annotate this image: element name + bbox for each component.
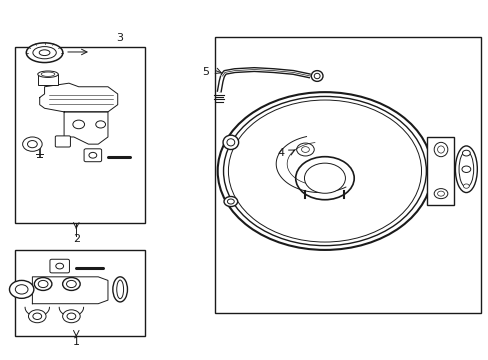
Circle shape	[301, 147, 309, 152]
Circle shape	[28, 310, 46, 323]
Circle shape	[15, 285, 28, 294]
Ellipse shape	[113, 277, 127, 302]
Circle shape	[89, 152, 97, 158]
Circle shape	[56, 263, 63, 269]
Polygon shape	[32, 277, 108, 304]
Ellipse shape	[41, 72, 55, 76]
FancyBboxPatch shape	[50, 259, 69, 273]
Text: 5: 5	[202, 67, 208, 77]
Circle shape	[304, 163, 345, 193]
Circle shape	[66, 280, 76, 288]
Bar	[38, 74, 58, 85]
Circle shape	[296, 143, 314, 156]
Circle shape	[22, 137, 42, 151]
Circle shape	[223, 96, 426, 246]
Circle shape	[67, 313, 76, 319]
Bar	[15, 250, 144, 336]
Ellipse shape	[117, 280, 123, 299]
FancyBboxPatch shape	[55, 136, 70, 147]
Ellipse shape	[454, 146, 476, 193]
Polygon shape	[64, 112, 108, 144]
Bar	[215, 37, 480, 313]
Ellipse shape	[226, 139, 234, 146]
Circle shape	[433, 189, 447, 199]
Circle shape	[295, 157, 353, 200]
Ellipse shape	[26, 43, 63, 63]
Ellipse shape	[38, 71, 58, 77]
Circle shape	[38, 280, 48, 288]
Circle shape	[228, 100, 421, 242]
Circle shape	[62, 278, 80, 291]
Circle shape	[34, 278, 52, 291]
Ellipse shape	[311, 71, 323, 81]
Ellipse shape	[227, 199, 234, 204]
Text: 3: 3	[117, 33, 123, 43]
Circle shape	[96, 121, 105, 128]
Circle shape	[73, 120, 84, 129]
Polygon shape	[40, 83, 118, 112]
Circle shape	[217, 92, 431, 250]
Ellipse shape	[33, 46, 56, 59]
Ellipse shape	[39, 50, 50, 55]
Bar	[15, 47, 144, 223]
Text: 2: 2	[73, 234, 80, 244]
FancyBboxPatch shape	[84, 149, 102, 162]
Circle shape	[462, 150, 469, 156]
Text: 4: 4	[277, 148, 284, 158]
Ellipse shape	[224, 197, 237, 207]
Text: 1: 1	[73, 337, 80, 347]
Bar	[427, 137, 453, 205]
Ellipse shape	[314, 73, 320, 79]
Ellipse shape	[437, 146, 444, 153]
Circle shape	[33, 313, 41, 319]
Circle shape	[461, 166, 470, 172]
Ellipse shape	[223, 135, 238, 149]
Circle shape	[437, 191, 444, 196]
Circle shape	[62, 310, 80, 323]
Circle shape	[27, 140, 37, 148]
Circle shape	[463, 184, 468, 188]
Ellipse shape	[458, 151, 473, 187]
Circle shape	[9, 280, 34, 298]
Ellipse shape	[433, 142, 447, 157]
